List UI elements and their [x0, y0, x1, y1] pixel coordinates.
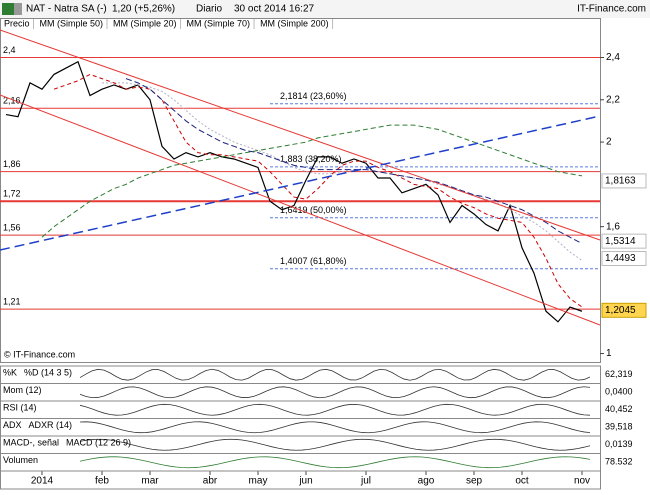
- period: Diario: [196, 4, 223, 15]
- x-tick-label: abr: [203, 476, 218, 487]
- legend-entry: Precio: [4, 18, 30, 28]
- price-tag: [601, 233, 647, 249]
- panel-line: [79, 421, 591, 434]
- price-tag-label: 1,4493: [605, 253, 636, 264]
- panel-label: Mom (12): [3, 385, 42, 395]
- x-tick-label: ago: [418, 476, 435, 487]
- x-tick-label: nov: [574, 476, 590, 487]
- series-line: [125, 78, 583, 245]
- plot: 2,4 2,2 2 1,6 1 2,4 2,16 1,86 1,72 1,56 1,21 2,1814…: [0, 45, 647, 487]
- price-tag: [601, 173, 647, 189]
- plot-frame: [0, 18, 601, 363]
- watermark: © IT-Finance.com: [4, 349, 75, 359]
- brand: IT-Finance.com: [577, 4, 646, 15]
- fibonacci-label: 2,1814 (23,60%): [280, 91, 347, 101]
- fibonacci-label: 1,6419 (50,00%): [280, 205, 347, 215]
- price-tag-label: 1,8163: [605, 176, 636, 187]
- panel-frame: [0, 400, 601, 419]
- panel-line: [79, 386, 591, 399]
- panel-readout: 0,0400: [605, 387, 633, 397]
- series-line: [53, 73, 583, 308]
- level-label: 2,16: [3, 96, 21, 106]
- panel-legend: ADXR (14): [29, 420, 73, 430]
- series-line: [5, 60, 583, 323]
- price-tag-label: 1,5314: [605, 236, 636, 247]
- legend-entry: MM (Simple 50): [40, 18, 104, 28]
- fibonacci-label: 1,4007 (61,80%): [280, 256, 347, 266]
- x-tick-label: 2014: [31, 476, 54, 487]
- y-tick-label: 1,6: [606, 221, 620, 232]
- menu-icon[interactable]: [2, 3, 14, 15]
- x-tick-label: feb: [95, 476, 109, 487]
- panel-readout: 40,452: [605, 404, 633, 414]
- legend-entry: MM (Simple 20): [113, 18, 177, 28]
- header-bar: [0, 0, 650, 18]
- panel-legend: %D (14 3 5): [24, 367, 72, 377]
- level-label: 1,72: [3, 189, 21, 199]
- legend-entry: MM (Simple 200): [260, 18, 329, 28]
- x-tick-label: mar: [141, 476, 159, 487]
- price-tag: [601, 251, 647, 267]
- panel-label: ADX: [3, 420, 22, 430]
- channel-line: [0, 29, 601, 241]
- settings-icon[interactable]: [14, 3, 22, 15]
- y-tick-label: 1: [606, 348, 612, 359]
- x-tick-label: oct: [515, 476, 529, 487]
- y-tick-label: 2,4: [606, 52, 620, 63]
- level-label: 2,4: [3, 45, 16, 55]
- quote: 1,20 (+5,26%): [112, 4, 175, 15]
- legend-entry: MM (Simple 70): [187, 18, 251, 28]
- x-tick-label: jul: [360, 476, 371, 487]
- price-tag-label: 1,2045: [605, 305, 636, 316]
- y-tick-label: 2: [606, 137, 612, 148]
- level-label: 1,56: [3, 222, 21, 232]
- x-tick-label: sep: [466, 476, 483, 487]
- x-axis-strip: [0, 470, 601, 490]
- panel-readout: 39,518: [605, 422, 633, 432]
- datetime: 30 oct 2014 16:27: [234, 4, 315, 15]
- trend-line: [0, 115, 601, 251]
- y-tick-label: 2,2: [606, 94, 620, 105]
- panel-line: [79, 456, 591, 469]
- panel-line: [79, 438, 591, 451]
- level-label: 1,86: [3, 159, 21, 169]
- symbol: NAT - Natra SA (-): [26, 4, 107, 15]
- panel-label: %K: [3, 367, 17, 377]
- panel-line: [79, 368, 591, 381]
- series-line: [41, 124, 583, 238]
- panel-label: MACD-, señal: [3, 437, 59, 447]
- panel-readout: 62,319: [605, 369, 633, 379]
- panel-frame: [0, 383, 601, 402]
- x-tick-label: may: [249, 476, 268, 487]
- panel-frame: [0, 365, 601, 384]
- panel-label: RSI (14): [3, 402, 37, 412]
- fibonacci-label: 1,883 (38,20%): [280, 154, 342, 164]
- panel-legend: MACD (12 26 9): [66, 437, 131, 447]
- panel-readout: 0,0139: [605, 439, 633, 449]
- panel-line: [79, 403, 591, 416]
- panel-label: Volumen: [3, 455, 38, 465]
- channel-line: [0, 94, 601, 326]
- x-tick-label: jun: [298, 476, 312, 487]
- legend: Precio MM (Simple 50) MM (Simple 20) MM (Si…: [4, 18, 334, 29]
- panel-readout: 78.532: [605, 457, 633, 467]
- indicator-panels: %K %D (14 3 5) 62,319 Mom (12) 0,0400 RSI (14…: [0, 365, 633, 490]
- price-tag: [601, 302, 647, 318]
- level-label: 1,21: [3, 297, 21, 307]
- panel-frame: [0, 418, 601, 437]
